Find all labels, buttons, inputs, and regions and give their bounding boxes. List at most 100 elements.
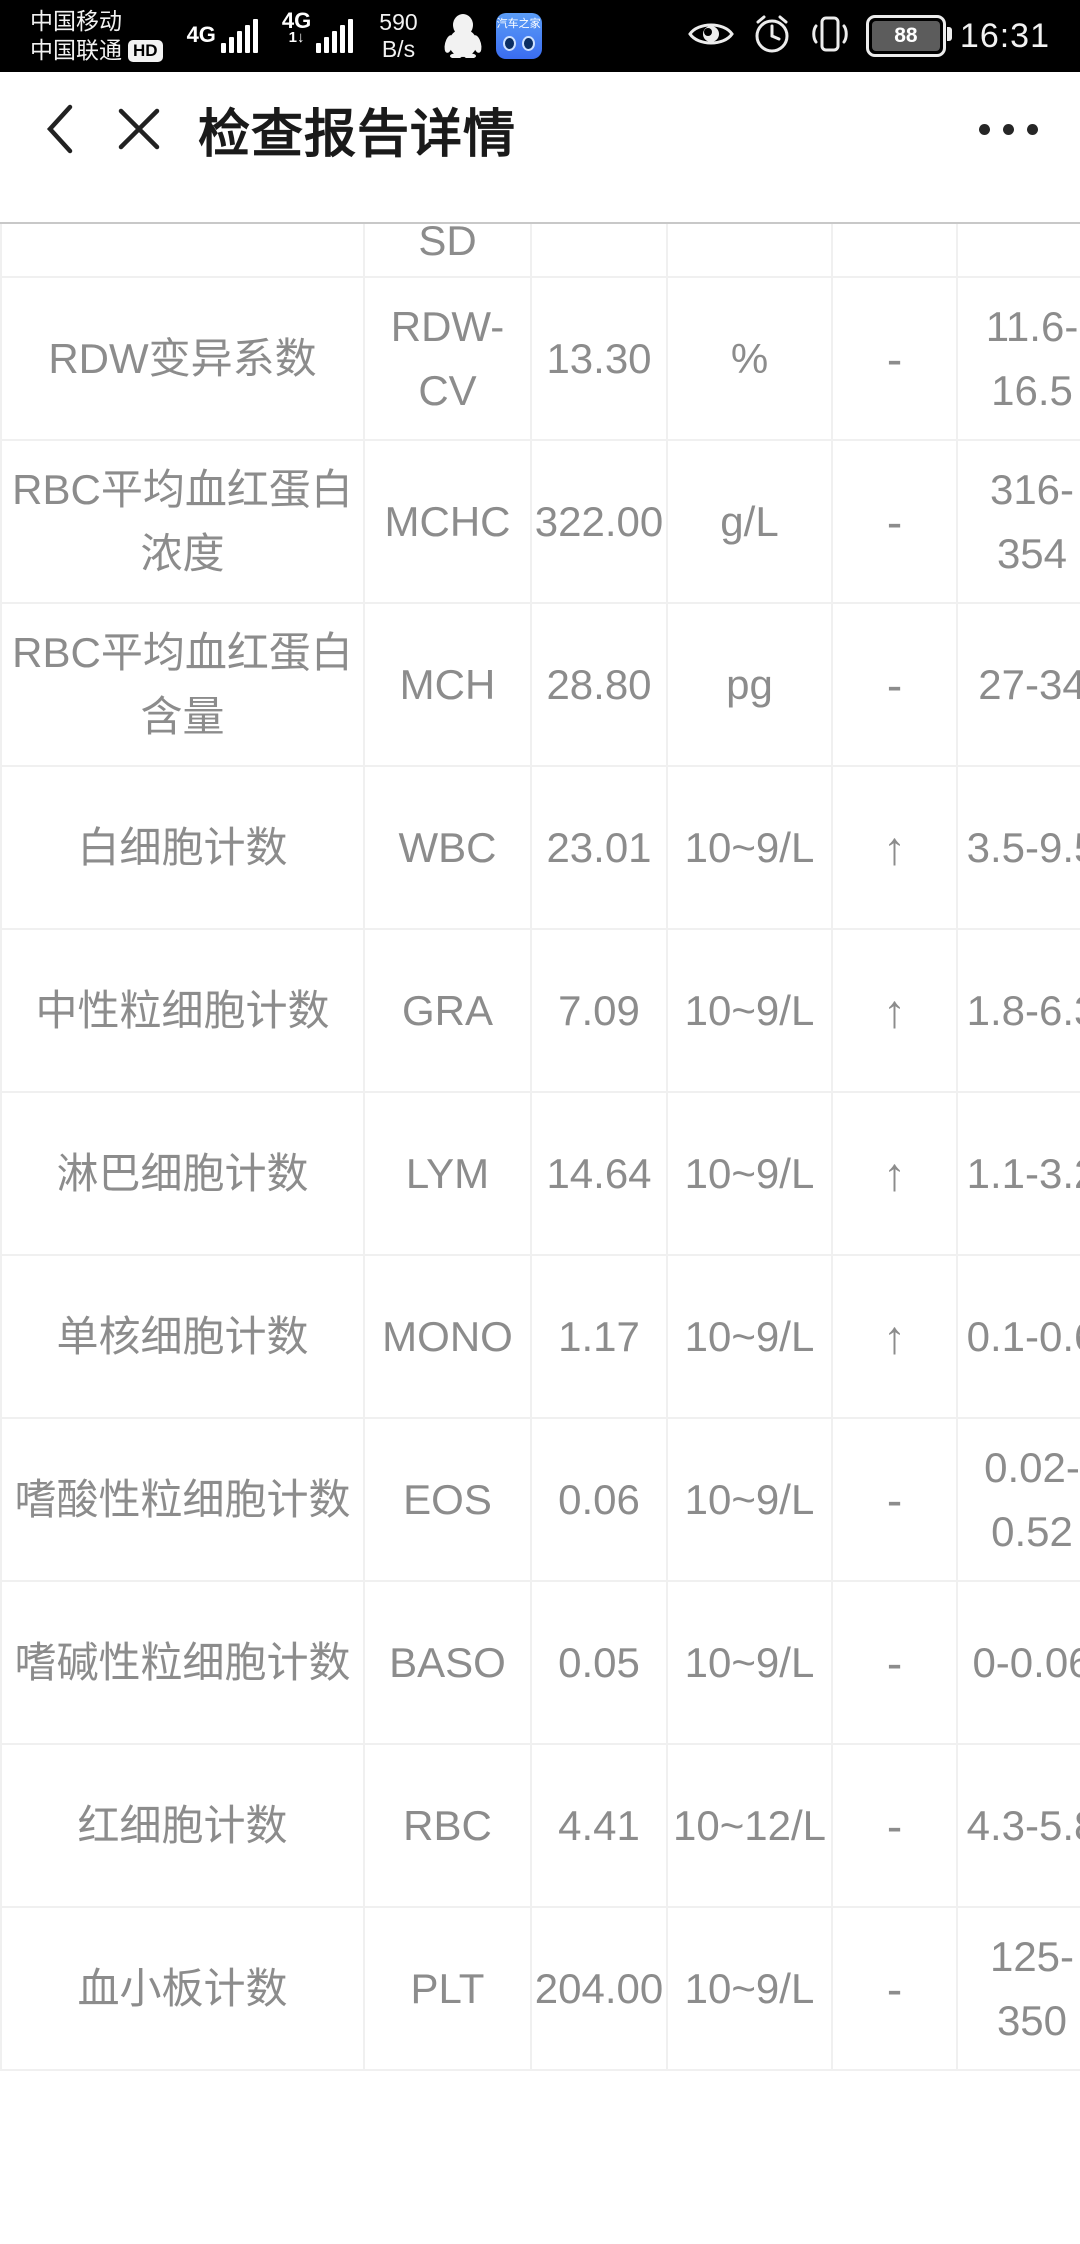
cell-item-name: 淋巴细胞计数 <box>0 1091 365 1256</box>
cell-abbreviation: EOS <box>363 1417 532 1582</box>
cell-reference-range: 0-0.06 <box>956 1580 1080 1745</box>
cell-item-name: RBC平均血红蛋白浓度 <box>0 439 365 604</box>
cell-reference-range: 0.02-0.52 <box>956 1417 1080 1582</box>
alarm-clock-icon <box>750 12 794 61</box>
table-row-partial: SD <box>0 224 1080 278</box>
back-button[interactable] <box>42 101 76 157</box>
cell-value: 7.09 <box>530 928 668 1093</box>
cell-item-name: 红细胞计数 <box>0 1743 365 1908</box>
cell-unit: pg <box>666 602 833 767</box>
cell-abbreviation: RBC <box>363 1743 532 1908</box>
cell-item-name: RDW变异系数 <box>0 276 365 441</box>
cell-reference-range: 3.5-9.5 <box>956 765 1080 930</box>
cell-value: 28.80 <box>530 602 668 767</box>
battery-percent: 88 <box>894 24 918 47</box>
chevron-left-icon <box>46 104 73 154</box>
cell-abbreviation: PLT <box>363 1906 532 2071</box>
hd-badge: HD <box>128 39 163 62</box>
cell-flag: - <box>831 276 958 441</box>
cell-item-name: 白细胞计数 <box>0 765 365 930</box>
cell-value <box>530 224 668 278</box>
carrier-labels: 中国移动 中国联通 HD <box>30 7 163 65</box>
autohome-icon-text: 汽车之家 <box>496 18 541 30</box>
cell-unit: 10~9/L <box>666 1254 833 1419</box>
cell-item-name: 中性粒细胞计数 <box>0 928 365 1093</box>
eye-protection-icon <box>686 18 736 55</box>
dot-icon <box>1003 123 1014 135</box>
signal-bars-icon <box>220 19 258 53</box>
more-menu-button[interactable] <box>979 123 1038 135</box>
cell-item-name: 嗜碱性粒细胞计数 <box>0 1580 365 1745</box>
cell-reference-range: 125-350 <box>956 1906 1080 2071</box>
qq-penguin-icon <box>442 10 484 63</box>
cell-abbreviation: BASO <box>363 1580 532 1745</box>
cell-flag: - <box>831 1580 958 1745</box>
sim1-network-label: 4G <box>186 22 216 47</box>
cell-unit: 10~9/L <box>666 1580 833 1745</box>
vibrate-mode-icon <box>808 12 852 61</box>
cell-flag: - <box>831 1417 958 1582</box>
cell-reference-range: 4.3-5.8 <box>956 1743 1080 1908</box>
sim2-signal: 4G 1↓ <box>282 10 354 53</box>
cell-abbreviation: LYM <box>363 1091 532 1256</box>
cell-value: 14.64 <box>530 1091 668 1256</box>
cell-abbreviation: SD <box>363 224 532 278</box>
table-row: 血小板计数 PLT 204.00 10~9/L - 125-350 <box>0 1906 1080 2071</box>
cell-abbreviation: GRA <box>363 928 532 1093</box>
cell-flag: - <box>831 1743 958 1908</box>
close-button[interactable] <box>114 104 164 154</box>
cell-unit: 10~12/L <box>666 1743 833 1908</box>
table-row: 嗜酸性粒细胞计数 EOS 0.06 10~9/L - 0.02-0.52 <box>0 1417 1080 1582</box>
carrier-1: 中国移动 <box>30 8 122 34</box>
cell-reference-range: 1.1-3.2 <box>956 1091 1080 1256</box>
table-row: RBC平均血红蛋白浓度 MCHC 322.00 g/L - 316-354 <box>0 439 1080 604</box>
cell-unit: 10~9/L <box>666 1417 833 1582</box>
cell-value: 1.17 <box>530 1254 668 1419</box>
signal-bars-icon <box>316 19 354 53</box>
table-row: 嗜碱性粒细胞计数 BASO 0.05 10~9/L - 0-0.06 <box>0 1580 1080 1745</box>
status-bar: 中国移动 中国联通 HD 4G 4G 1↓ 590 B/s <box>0 0 1080 72</box>
close-icon <box>118 108 160 150</box>
cell-flag <box>831 224 958 278</box>
autohome-face-icon <box>502 36 535 51</box>
cell-flag: ↑ <box>831 1254 958 1419</box>
cell-item-name: 血小板计数 <box>0 1906 365 2071</box>
cell-flag: - <box>831 1906 958 2071</box>
dot-icon <box>1027 123 1038 135</box>
cell-abbreviation: RDW-CV <box>363 276 532 441</box>
cell-value: 23.01 <box>530 765 668 930</box>
cell-reference-range: 27-34 <box>956 602 1080 767</box>
cell-value: 4.41 <box>530 1743 668 1908</box>
clock-time: 16:31 <box>959 16 1050 55</box>
cell-reference-range <box>956 224 1080 278</box>
cell-reference-range: 316-354 <box>956 439 1080 604</box>
cell-flag: ↑ <box>831 1091 958 1256</box>
table-row: 红细胞计数 RBC 4.41 10~12/L - 4.3-5.8 <box>0 1743 1080 1908</box>
cell-unit: g/L <box>666 439 833 604</box>
cell-unit: 10~9/L <box>666 1906 833 2071</box>
speed-value: 590 <box>379 9 418 35</box>
cell-unit: % <box>666 276 833 441</box>
cell-item-name: RBC平均血红蛋白含量 <box>0 602 365 767</box>
cell-item-name <box>0 224 365 278</box>
table-row: 中性粒细胞计数 GRA 7.09 10~9/L ↑ 1.8-6.3 <box>0 928 1080 1093</box>
cell-flag: ↑ <box>831 765 958 930</box>
cell-value: 13.30 <box>530 276 668 441</box>
cell-item-name: 单核细胞计数 <box>0 1254 365 1419</box>
cell-flag: - <box>831 602 958 767</box>
autohome-app-icon: 汽车之家 <box>495 13 542 59</box>
cell-unit: 10~9/L <box>666 928 833 1093</box>
dot-icon <box>979 123 990 135</box>
cell-unit: 10~9/L <box>666 1091 833 1256</box>
battery-icon: 88 <box>865 15 952 57</box>
nav-bar: 检查报告详情 <box>0 72 1080 186</box>
cell-reference-range: 11.6-16.5 <box>956 276 1080 441</box>
sim1-signal: 4G <box>187 19 258 53</box>
speed-unit: B/s <box>381 36 416 62</box>
table-row: RBC平均血红蛋白含量 MCH 28.80 pg - 27-34 <box>0 602 1080 767</box>
table-row: 单核细胞计数 MONO 1.17 10~9/L ↑ 0.1-0.6 <box>0 1254 1080 1419</box>
cell-value: 204.00 <box>530 1906 668 2071</box>
cell-flag: - <box>831 439 958 604</box>
network-speed: 590 B/s <box>379 9 417 63</box>
